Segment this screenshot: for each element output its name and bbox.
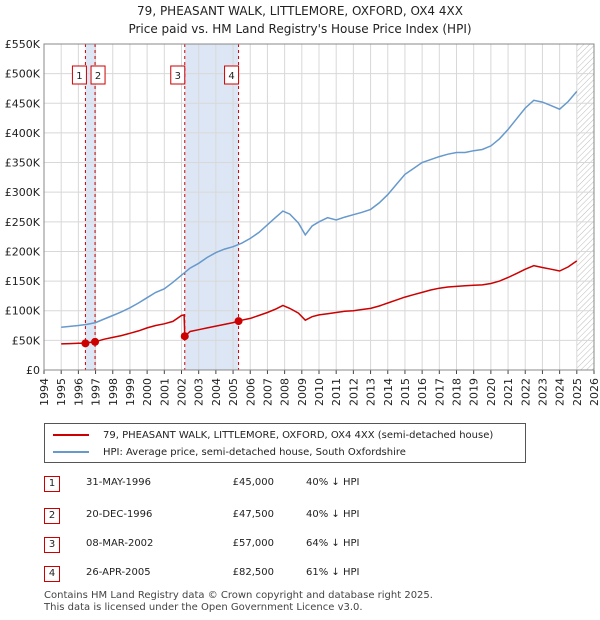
hpi-line bbox=[61, 90, 578, 329]
y-tick-label: £500K bbox=[5, 68, 41, 81]
legend-swatch-property bbox=[53, 434, 89, 436]
legend-label-hpi: HPI: Average price, semi-detached house,… bbox=[103, 446, 406, 458]
sale-price: £45,000 bbox=[232, 477, 274, 488]
sale-price: £57,000 bbox=[232, 538, 274, 549]
x-tick-label: 2008 bbox=[279, 378, 292, 406]
x-tick-label: 2013 bbox=[365, 378, 378, 406]
sale-number: 2 bbox=[44, 508, 60, 524]
x-tick-label: 1994 bbox=[38, 378, 51, 406]
legend-item-property: 79, PHEASANT WALK, LITTLEMORE, OXFORD, O… bbox=[53, 427, 493, 443]
x-tick-label: 2020 bbox=[485, 378, 498, 406]
sale-point bbox=[91, 337, 100, 346]
x-tick-label: 2004 bbox=[210, 378, 223, 406]
sale-label-border bbox=[170, 65, 186, 85]
x-tick-label: 2015 bbox=[399, 378, 412, 406]
legend-label-property: 79, PHEASANT WALK, LITTLEMORE, OXFORD, O… bbox=[103, 429, 494, 441]
footer-licence: This data is licensed under the Open Gov… bbox=[44, 602, 363, 613]
x-tick-label: 2001 bbox=[158, 378, 171, 406]
x-tick-label: 2025 bbox=[571, 378, 584, 406]
footer-copyright: Contains HM Land Registry data © Crown c… bbox=[44, 590, 433, 601]
x-tick-label: 2006 bbox=[244, 378, 257, 406]
sale-label-box: 2 bbox=[90, 65, 106, 85]
sale-date: 26-APR-2005 bbox=[86, 567, 151, 578]
y-tick-label: £450K bbox=[5, 97, 41, 110]
y-tick-label: £350K bbox=[5, 157, 41, 170]
y-tick-label: £150K bbox=[5, 275, 41, 288]
sale-label-border bbox=[224, 65, 240, 85]
x-tick-label: 2022 bbox=[519, 378, 532, 406]
sale-label-text: 4 bbox=[228, 71, 234, 82]
x-tick-label: 2007 bbox=[261, 378, 274, 406]
sale-label-border bbox=[90, 65, 106, 85]
sale-price: £82,500 bbox=[232, 567, 274, 578]
price-chart: 1 2 3 4 £0 £50K £100K £150K £200K £250K £300K £350… bbox=[5, 38, 600, 406]
sale-hpi-diff: 61% ↓ HPI bbox=[306, 567, 360, 578]
sale-label-border bbox=[71, 65, 87, 85]
x-tick-label: 2003 bbox=[193, 378, 206, 406]
sale-label-box: 1 bbox=[71, 65, 87, 85]
x-tick-label: 1996 bbox=[72, 378, 85, 406]
y-tick-label: £100K bbox=[5, 305, 41, 318]
x-tick-label: 2021 bbox=[502, 378, 515, 406]
y-tick-label: £400K bbox=[5, 127, 41, 140]
x-tick-label: 2016 bbox=[416, 378, 429, 406]
property-price-line bbox=[61, 260, 578, 345]
x-tick-label: 1997 bbox=[90, 378, 103, 406]
x-tick-label: 2024 bbox=[554, 378, 567, 406]
sale-label-text: 1 bbox=[76, 71, 82, 82]
chart-title: 79, PHEASANT WALK, LITTLEMORE, OXFORD, O… bbox=[137, 4, 463, 18]
y-tick-label: £0 bbox=[26, 364, 40, 377]
sale-date: 20-DEC-1996 bbox=[86, 509, 153, 520]
x-tick-label: 2010 bbox=[313, 378, 326, 406]
sale-date: 31-MAY-1996 bbox=[86, 477, 152, 488]
x-tick-label: 1998 bbox=[107, 378, 120, 406]
sale-point bbox=[81, 339, 90, 348]
plot-border bbox=[43, 43, 595, 371]
x-tick-label: 2014 bbox=[382, 378, 395, 406]
sale-point bbox=[234, 317, 243, 326]
x-tick-label: 2011 bbox=[330, 378, 343, 406]
x-tick-label: 1995 bbox=[55, 378, 68, 406]
sale-hpi-diff: 40% ↓ HPI bbox=[306, 477, 360, 488]
sale-number: 3 bbox=[44, 537, 60, 553]
sale-hpi-diff: 40% ↓ HPI bbox=[306, 509, 360, 520]
future-hatch bbox=[576, 44, 594, 370]
sale-point bbox=[180, 332, 189, 341]
sale-hpi-diff: 64% ↓ HPI bbox=[306, 538, 360, 549]
chart-subtitle: Price paid vs. HM Land Registry's House … bbox=[128, 22, 472, 36]
x-tick-label: 2012 bbox=[347, 378, 360, 406]
x-tick-label: 2000 bbox=[141, 378, 154, 406]
y-tick-label: £550K bbox=[5, 38, 41, 51]
sale-label-box: 4 bbox=[224, 65, 240, 85]
x-tick-label: 2026 bbox=[588, 378, 600, 406]
x-tick-label: 2005 bbox=[227, 378, 240, 406]
y-tick-label: £250K bbox=[5, 216, 41, 229]
shaded-period bbox=[184, 44, 239, 370]
sale-number: 1 bbox=[44, 476, 60, 492]
x-tick-label: 1999 bbox=[124, 378, 137, 406]
x-tick-label: 2017 bbox=[433, 378, 446, 406]
x-tick-label: 2002 bbox=[176, 378, 189, 406]
x-tick-label: 2009 bbox=[296, 378, 309, 406]
sale-label-text: 3 bbox=[175, 71, 181, 82]
x-tick-label: 2019 bbox=[468, 378, 481, 406]
y-tick-label: £300K bbox=[5, 186, 41, 199]
legend: 79, PHEASANT WALK, LITTLEMORE, OXFORD, O… bbox=[44, 423, 526, 463]
legend-item-hpi: HPI: Average price, semi-detached house,… bbox=[53, 444, 406, 460]
x-tick-label: 2023 bbox=[536, 378, 549, 406]
sale-label-box: 3 bbox=[170, 65, 186, 85]
shaded-period bbox=[85, 44, 96, 370]
sale-date: 08-MAR-2002 bbox=[86, 538, 154, 549]
legend-swatch-hpi bbox=[53, 451, 89, 453]
sale-price: £47,500 bbox=[232, 509, 274, 520]
y-tick-label: £50K bbox=[12, 334, 41, 347]
y-tick-label: £200K bbox=[5, 245, 41, 258]
sale-label-text: 2 bbox=[95, 71, 101, 82]
sale-number: 4 bbox=[44, 566, 60, 582]
x-tick-label: 2018 bbox=[451, 378, 464, 406]
